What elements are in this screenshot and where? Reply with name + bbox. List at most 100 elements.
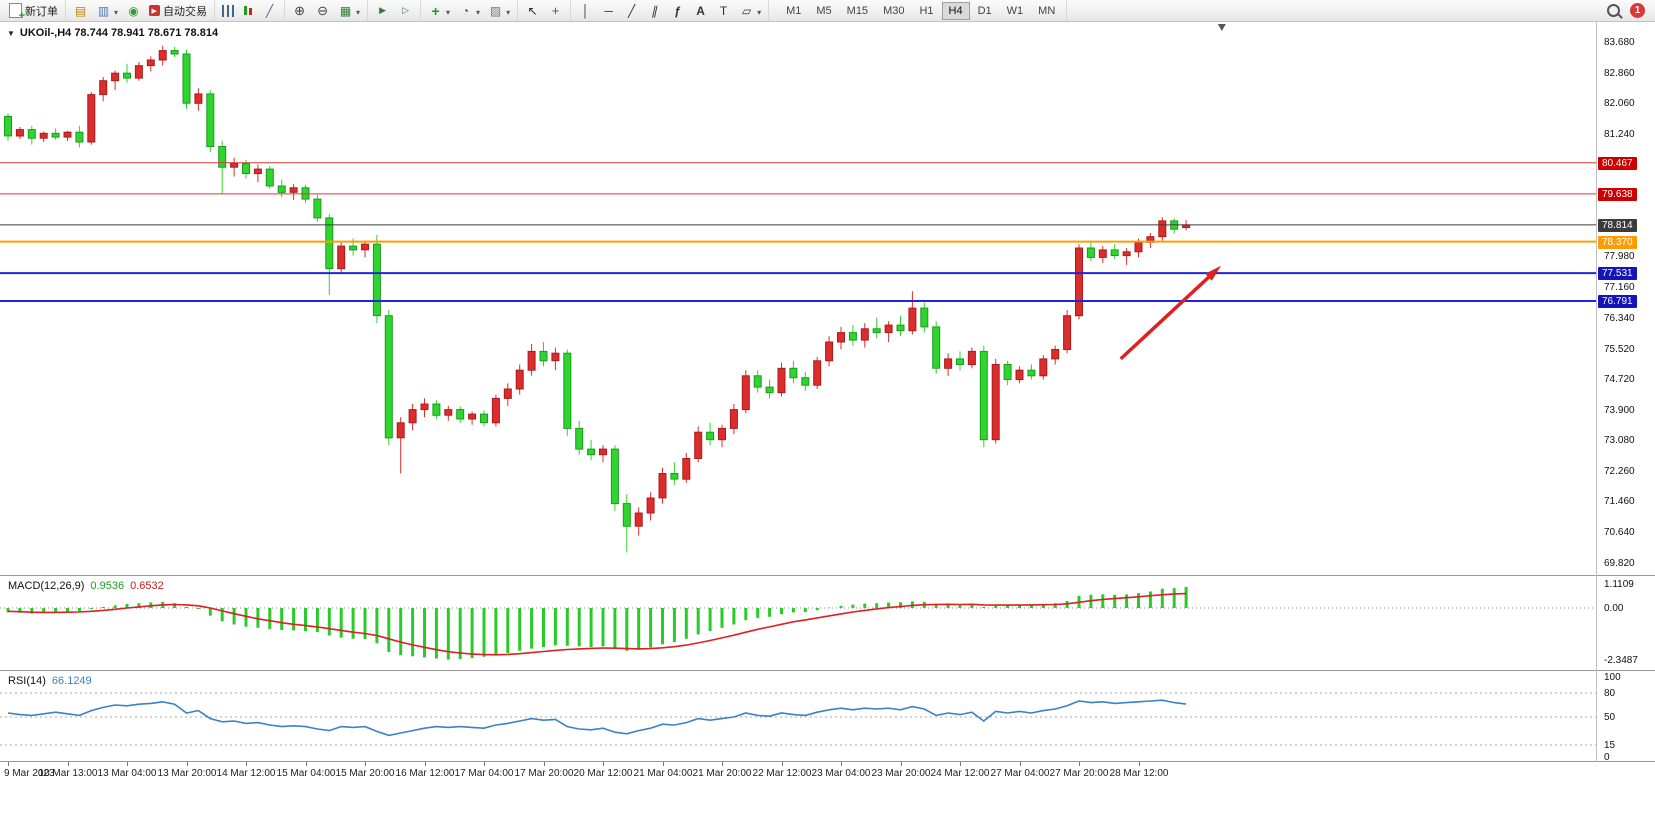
- candle: [277, 185, 286, 193]
- candle: [599, 448, 607, 456]
- macd-indicator-pane[interactable]: [0, 576, 1596, 671]
- rsi-line: [7, 699, 1187, 737]
- price-tag: 76.791: [1598, 295, 1637, 308]
- candle: [682, 458, 691, 480]
- time-tick: [365, 762, 366, 766]
- channel-button[interactable]: [644, 2, 665, 19]
- time-axis-label: 15 Mar 20:00: [335, 768, 395, 779]
- candle: [265, 168, 274, 187]
- price-chart-pane[interactable]: [0, 22, 1596, 576]
- new-order-button-label: 新订单: [25, 5, 58, 18]
- chart-shift-marker-icon: [1217, 24, 1226, 31]
- price-axis-label: 74.720: [1604, 374, 1635, 385]
- timeframe-mn-button[interactable]: MN: [1038, 4, 1056, 17]
- timeframe-d1-button[interactable]: D1: [977, 4, 992, 17]
- candle: [372, 243, 381, 317]
- time-axis-label: 24 Mar 12:00: [930, 768, 990, 779]
- auto-scroll-button[interactable]: [372, 2, 393, 19]
- candle: [991, 364, 1000, 441]
- shapes-icon: [739, 3, 754, 18]
- line-chart-button[interactable]: [259, 2, 280, 19]
- candle: [1015, 369, 1024, 381]
- indicators-button[interactable]: [425, 1, 453, 21]
- label-icon: [716, 3, 731, 18]
- fibonacci-button[interactable]: [667, 2, 688, 19]
- candle: [920, 307, 929, 328]
- macd-label: MACD(12,26,9) 0.9536 0.6532: [8, 580, 164, 592]
- candle: [111, 72, 120, 82]
- bar-chart-button[interactable]: [219, 4, 237, 18]
- new-order-button[interactable]: 新订单: [6, 2, 61, 22]
- horizontal-line-button[interactable]: [598, 2, 619, 19]
- market-watch-button[interactable]: [123, 2, 144, 19]
- timeframe-m5-button[interactable]: M5: [816, 4, 832, 17]
- timeframe-m30-button[interactable]: M30: [883, 4, 905, 17]
- price-axis[interactable]: 83.680 82.860 82.060 81.240 77.980 77.160 76.3…: [1597, 0, 1655, 792]
- chart-shift-button[interactable]: [395, 2, 416, 19]
- tile-windows-button[interactable]: [335, 1, 363, 21]
- candle: [51, 132, 60, 138]
- time-axis-label: 28 Mar 12:00: [1109, 768, 1169, 779]
- profiles-button[interactable]: [93, 1, 121, 21]
- time-axis[interactable]: 9 Mar 2023 10 Mar 13:00 13 Mar 04:00 13 Mar…: [0, 762, 1596, 792]
- templates-button[interactable]: [485, 1, 513, 21]
- timeframe-w1-button[interactable]: W1: [1006, 4, 1024, 17]
- vertical-line-icon: [578, 3, 593, 18]
- time-axis-label: 17 Mar 04:00: [454, 768, 514, 779]
- crosshair-button[interactable]: [545, 2, 566, 19]
- trendline-button[interactable]: [621, 2, 642, 19]
- candle: [87, 94, 96, 143]
- price-tag: 80.467: [1598, 157, 1637, 170]
- timeframe-h4-button[interactable]: H4: [941, 1, 970, 20]
- autotrading-button[interactable]: 自动交易: [146, 2, 210, 20]
- shapes-button[interactable]: [736, 1, 764, 21]
- zoom-out-icon: [315, 3, 330, 18]
- timeframe-h1-button[interactable]: H1: [919, 4, 934, 17]
- candle: [515, 369, 524, 390]
- price-axis-label: 75.520: [1604, 344, 1635, 355]
- rsi-axis-label: 50: [1604, 712, 1616, 723]
- label-button[interactable]: [713, 2, 734, 19]
- timeframe-m15-button[interactable]: M15: [846, 4, 869, 17]
- price-axis-label: 83.680: [1604, 37, 1635, 48]
- time-tick: [484, 762, 485, 766]
- candle: [1098, 249, 1107, 258]
- candle: [206, 93, 215, 147]
- pane-separator[interactable]: [0, 761, 1655, 762]
- candle: [813, 360, 822, 386]
- vertical-line-button[interactable]: [575, 2, 596, 19]
- dropdown-arrow-icon: [476, 2, 480, 20]
- zoom-out-button[interactable]: [312, 2, 333, 19]
- candle: [4, 115, 12, 137]
- time-tick: [782, 762, 783, 766]
- search-button[interactable]: [1604, 3, 1623, 18]
- pane-separator[interactable]: [0, 575, 1655, 576]
- pane-separator[interactable]: [0, 670, 1655, 671]
- candle: [170, 50, 179, 55]
- periods-button[interactable]: [455, 1, 483, 21]
- rsi-indicator-pane[interactable]: [0, 671, 1596, 762]
- candle: [956, 358, 964, 365]
- macd-signal-value: 0.6532: [130, 580, 164, 592]
- text-button[interactable]: [690, 2, 711, 19]
- arrow-object[interactable]: [1119, 269, 1218, 361]
- candle: [634, 512, 643, 527]
- price-axis-label: 73.900: [1604, 405, 1635, 416]
- line-chart-icon: [262, 3, 277, 18]
- templates-icon: [488, 3, 503, 18]
- zoom-in-button[interactable]: [289, 2, 310, 19]
- chart-window-button[interactable]: [70, 2, 91, 19]
- candle: [1051, 349, 1060, 360]
- candle: [218, 146, 227, 168]
- timeframe-m1-button[interactable]: M1: [786, 4, 802, 17]
- candlestick-button[interactable]: [239, 3, 257, 19]
- notification-badge[interactable]: 1: [1630, 3, 1645, 18]
- candle: [706, 431, 715, 441]
- candle: [468, 413, 477, 420]
- candle: [15, 129, 24, 137]
- cursor-button[interactable]: [522, 2, 543, 19]
- candle: [967, 350, 976, 366]
- candle: [753, 375, 762, 388]
- candle: [646, 497, 655, 514]
- candle: [75, 131, 84, 143]
